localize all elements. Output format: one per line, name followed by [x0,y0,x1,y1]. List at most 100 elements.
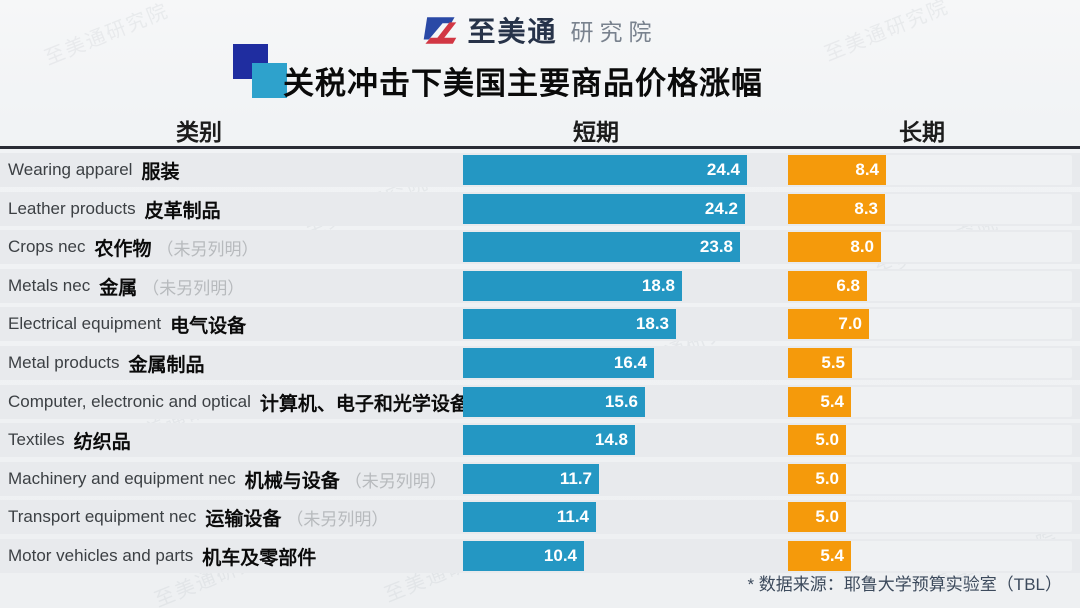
table-row: Wearing apparel 服装 24.4 8.4 [0,151,1080,190]
long-term-value: 8.4 [855,160,879,179]
category-label: Crops nec 农作物 （未另列明） [8,230,259,264]
category-label-english: Metal products [8,353,120,372]
short-term-bar: 24.2 [463,194,745,224]
long-term-value: 5.5 [821,353,845,372]
short-term-value: 23.8 [699,237,733,256]
short-term-bar: 15.6 [463,387,645,417]
long-term-bar: 8.4 [788,155,886,185]
category-label-english: Leather products [8,199,136,218]
brand-name: 至美通 [467,16,558,47]
long-term-bar: 7.0 [788,309,869,339]
category-label: Textiles 纺织品 [8,423,131,457]
category-label: Leather products 皮革制品 [8,192,221,226]
short-term-value: 11.4 [556,507,589,526]
category-label-english: Crops nec [8,237,86,256]
short-term-value: 14.8 [594,430,628,449]
category-label-english: Wearing apparel [8,160,133,179]
category-label: Wearing apparel 服装 [8,153,179,187]
table-row: Crops nec 农作物 （未另列明） 23.8 8.0 [0,228,1080,267]
category-label-chinese: 金属 [99,277,138,299]
short-term-bar: 11.4 [463,502,596,532]
category-label-note: （未另列明） [156,239,259,259]
category-label-english: Metals nec [8,276,91,295]
category-label: Electrical equipment 电气设备 [8,307,246,341]
short-term-value: 24.4 [706,160,740,179]
category-label-chinese: 计算机、电子和光学设备 [259,393,469,415]
category-label-chinese: 皮革制品 [144,200,221,222]
category-label-note: （未另列明） [344,471,447,491]
short-term-value: 24.2 [704,199,738,218]
long-term-value: 5.0 [815,469,839,488]
long-term-value: 7.0 [838,314,862,333]
long-term-value: 5.4 [820,392,844,411]
long-term-value: 5.0 [815,507,839,526]
category-label: Metals nec 金属 （未另列明） [8,269,244,303]
long-term-bar: 5.0 [788,464,846,494]
long-term-value: 8.0 [850,237,874,256]
short-term-value: 11.7 [559,469,592,488]
short-term-bar: 14.8 [463,425,635,455]
category-label-chinese: 机械与设备 [244,470,340,492]
category-label-chinese: 农作物 [94,238,152,260]
table-row: Textiles 纺织品 14.8 5.0 [0,421,1080,460]
page-title: 关税冲击下美国主要商品价格涨幅 [283,66,763,101]
short-term-value: 10.4 [543,546,577,565]
category-label-note: （未另列明） [142,278,245,298]
category-label: Motor vehicles and parts 机车及零部件 [8,539,316,573]
data-source-note: * 数据来源：耶鲁大学预算实验室（TBL） [747,575,1062,594]
long-term-value: 6.8 [836,276,860,295]
short-term-value: 18.3 [635,314,669,333]
short-term-value: 18.8 [641,276,675,295]
column-header-short-term: 短期 [573,119,619,145]
category-label: Computer, electronic and optical 计算机、电子和… [8,385,469,419]
short-term-bar: 16.4 [463,348,654,378]
header-divider-line [0,146,1080,149]
category-label-english: Computer, electronic and optical [8,392,251,411]
long-term-bar: 5.4 [788,387,851,417]
title-square-light-icon [252,63,287,98]
category-label: Machinery and equipment nec 机械与设备 （未另列明） [8,462,447,496]
long-term-value: 8.3 [854,199,878,218]
table-row: Computer, electronic and optical 计算机、电子和… [0,383,1080,422]
category-label-english: Machinery and equipment nec [8,469,236,488]
category-label-chinese: 机车及零部件 [202,547,317,569]
table-row: Electrical equipment 电气设备 18.3 7.0 [0,305,1080,344]
short-term-bar: 18.3 [463,309,676,339]
brand-suffix: 研究院 [570,19,658,45]
category-label: Metal products 金属制品 [8,346,205,380]
short-term-bar: 24.4 [463,155,747,185]
long-term-bar: 5.4 [788,541,851,571]
category-label-chinese: 纺织品 [73,431,131,453]
category-label-english: Electrical equipment [8,314,162,333]
long-term-value: 5.4 [820,546,844,565]
table-row: Motor vehicles and parts 机车及零部件 10.4 5.4 [0,537,1080,576]
long-term-bar: 8.0 [788,232,881,262]
brand-header: 至美通 研究院 [0,10,1080,50]
long-term-bar: 5.0 [788,425,846,455]
table-row: Leather products 皮革制品 24.2 8.3 [0,190,1080,229]
table-row: Transport equipment nec 运输设备 （未另列明） 11.4… [0,498,1080,537]
category-label-english: Motor vehicles and parts [8,546,194,565]
table-row: Metals nec 金属 （未另列明） 18.8 6.8 [0,267,1080,306]
short-term-value: 16.4 [613,353,647,372]
brand-z-logo-icon [424,16,457,44]
short-term-value: 15.6 [604,392,638,411]
long-term-bar: 8.3 [788,194,885,224]
category-label-chinese: 运输设备 [205,508,282,530]
table-row: Machinery and equipment nec 机械与设备 （未另列明）… [0,460,1080,499]
category-label: Transport equipment nec 运输设备 （未另列明） [8,500,388,534]
column-header-category: 类别 [176,119,222,145]
column-header-long-term: 长期 [899,119,945,145]
long-term-value: 5.0 [815,430,839,449]
category-label-chinese: 电气设备 [170,315,247,337]
table-row: Metal products 金属制品 16.4 5.5 [0,344,1080,383]
category-label-english: Textiles [8,430,65,449]
category-label-chinese: 金属制品 [128,354,205,376]
category-label-english: Transport equipment nec [8,507,197,526]
category-label-note: （未另列明） [286,509,389,529]
long-term-bar: 6.8 [788,271,867,301]
long-term-bar: 5.0 [788,502,846,532]
long-term-bar: 5.5 [788,348,852,378]
short-term-bar: 11.7 [463,464,599,494]
short-term-bar: 18.8 [463,271,682,301]
